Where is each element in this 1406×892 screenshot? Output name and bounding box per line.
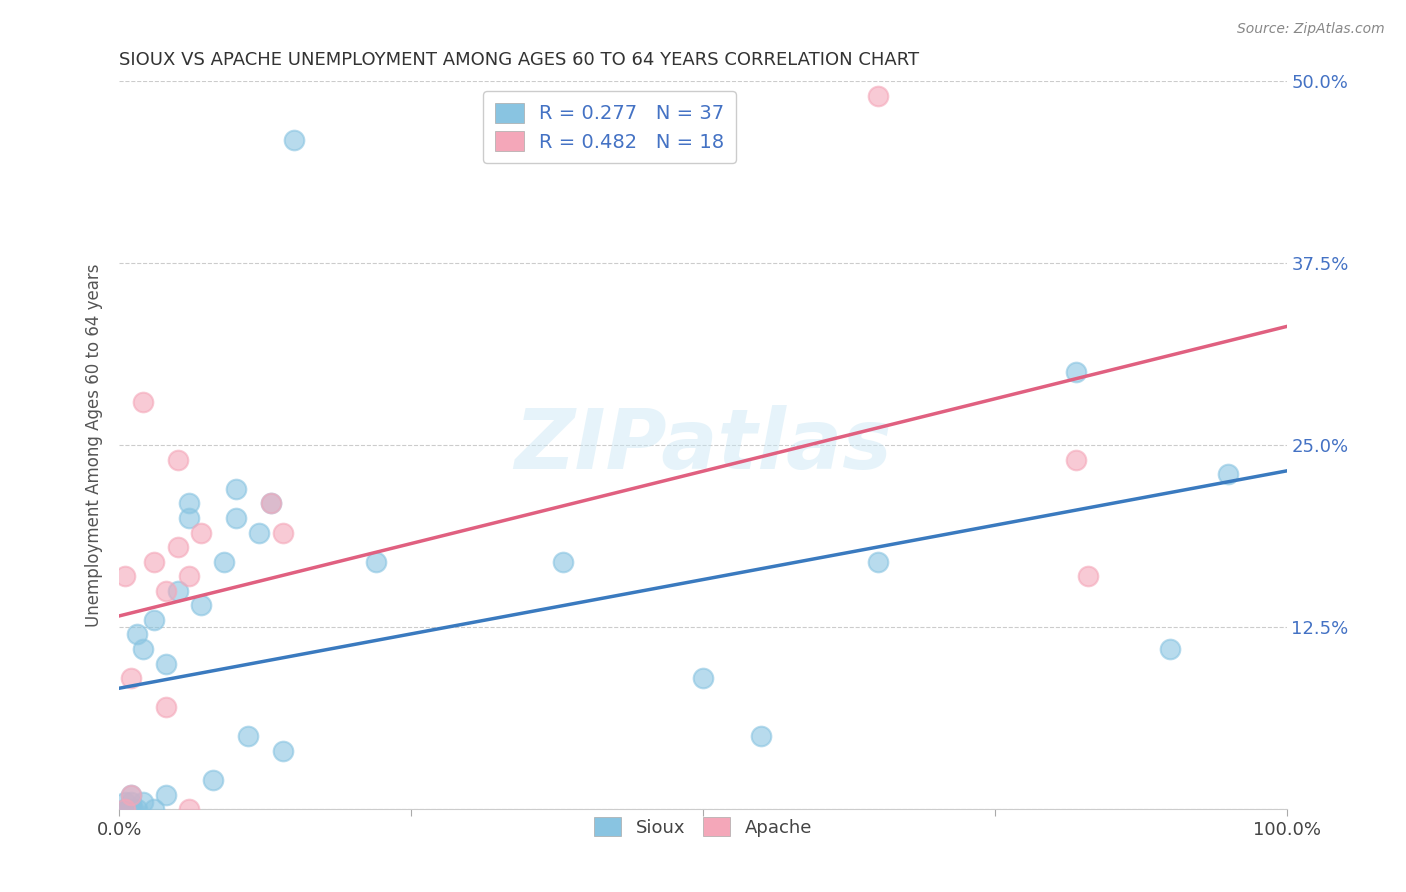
- Point: [179, 511, 201, 525]
- Point: [143, 555, 166, 569]
- Point: [117, 802, 139, 816]
- Point: [114, 795, 136, 809]
- Point: [120, 802, 142, 816]
- Point: [143, 802, 166, 816]
- Legend: Sioux, Apache: Sioux, Apache: [586, 810, 820, 844]
- Point: [283, 132, 305, 146]
- Point: [155, 700, 177, 714]
- Point: [155, 788, 177, 802]
- Point: [114, 569, 136, 583]
- Point: [1066, 366, 1088, 380]
- Point: [179, 496, 201, 510]
- Point: [260, 496, 283, 510]
- Point: [214, 555, 236, 569]
- Point: [271, 744, 294, 758]
- Point: [1066, 452, 1088, 467]
- Point: [166, 583, 188, 598]
- Point: [166, 540, 188, 554]
- Point: [114, 802, 136, 816]
- Text: ZIPatlas: ZIPatlas: [515, 405, 891, 486]
- Point: [1077, 569, 1099, 583]
- Point: [131, 394, 153, 409]
- Point: [866, 89, 889, 103]
- Point: [236, 730, 259, 744]
- Point: [866, 555, 889, 569]
- Point: [120, 671, 142, 685]
- Point: [114, 802, 136, 816]
- Point: [155, 583, 177, 598]
- Point: [125, 627, 148, 641]
- Point: [225, 511, 247, 525]
- Point: [260, 496, 283, 510]
- Point: [190, 599, 212, 613]
- Point: [131, 795, 153, 809]
- Point: [225, 482, 247, 496]
- Point: [131, 642, 153, 657]
- Point: [120, 788, 142, 802]
- Point: [190, 525, 212, 540]
- Point: [1218, 467, 1240, 482]
- Point: [749, 730, 772, 744]
- Point: [201, 772, 224, 787]
- Text: Source: ZipAtlas.com: Source: ZipAtlas.com: [1237, 22, 1385, 37]
- Point: [271, 525, 294, 540]
- Point: [120, 795, 142, 809]
- Point: [247, 525, 270, 540]
- Point: [155, 657, 177, 671]
- Point: [143, 613, 166, 627]
- Point: [120, 788, 142, 802]
- Point: [179, 802, 201, 816]
- Point: [117, 802, 139, 816]
- Point: [179, 569, 201, 583]
- Text: SIOUX VS APACHE UNEMPLOYMENT AMONG AGES 60 TO 64 YEARS CORRELATION CHART: SIOUX VS APACHE UNEMPLOYMENT AMONG AGES …: [120, 51, 920, 69]
- Point: [692, 671, 714, 685]
- Point: [364, 555, 387, 569]
- Y-axis label: Unemployment Among Ages 60 to 64 years: Unemployment Among Ages 60 to 64 years: [86, 263, 103, 627]
- Point: [122, 802, 145, 816]
- Point: [125, 802, 148, 816]
- Point: [551, 555, 574, 569]
- Point: [1159, 642, 1181, 657]
- Point: [166, 452, 188, 467]
